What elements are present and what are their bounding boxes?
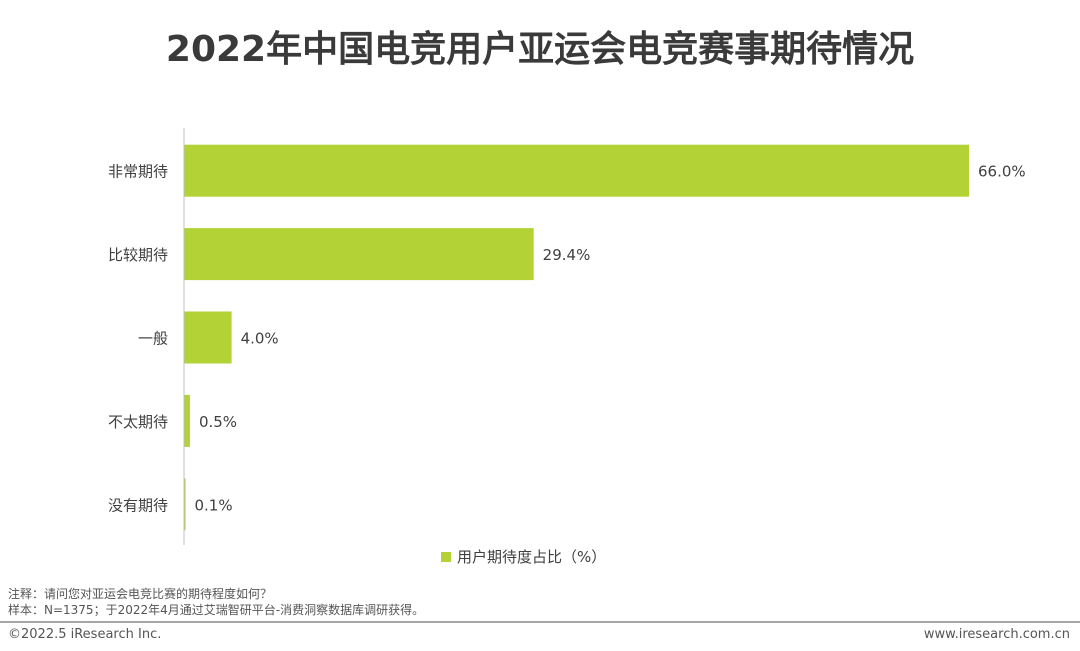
footer-divider <box>0 621 1080 623</box>
note-text: 注释：请问您对亚运会电竞比赛的期待程度如何？ <box>8 587 273 601</box>
website-link[interactable]: www.iresearch.com.cn <box>923 627 1070 642</box>
category-label: 一般 <box>138 330 168 348</box>
bar <box>184 394 190 447</box>
data-label: 0.5% <box>199 413 237 431</box>
data-label: 66.0% <box>978 163 1026 181</box>
bar-chart: 非常期待 66.0% 比较期待 29.4% 一般 4.0% 不太期待 0.5% 没有期待 0.1% <box>108 128 1026 545</box>
chart-title: 2022年中国电竞用户亚运会电竞赛事期待情况 <box>165 29 915 70</box>
bar <box>184 228 534 281</box>
category-label: 比较期待 <box>108 246 168 264</box>
legend-swatch <box>441 551 451 562</box>
bar <box>184 144 969 197</box>
copyright: ©2022.5 iResearch Inc. <box>8 627 162 642</box>
category-label: 没有期待 <box>108 496 168 514</box>
data-label: 4.0% <box>241 330 279 348</box>
bar <box>184 311 232 364</box>
data-label: 0.1% <box>195 496 233 514</box>
category-label: 非常期待 <box>108 163 168 181</box>
category-label: 不太期待 <box>108 413 168 431</box>
sample-text: 样本：N=1375；于2022年4月通过艾瑞智研平台-消费洞察数据库调研获得。 <box>8 603 425 617</box>
bar <box>184 478 186 531</box>
legend-label: 用户期待度占比（%） <box>457 548 607 566</box>
legend: 用户期待度占比（%） <box>441 546 606 567</box>
data-label: 29.4% <box>543 246 591 264</box>
